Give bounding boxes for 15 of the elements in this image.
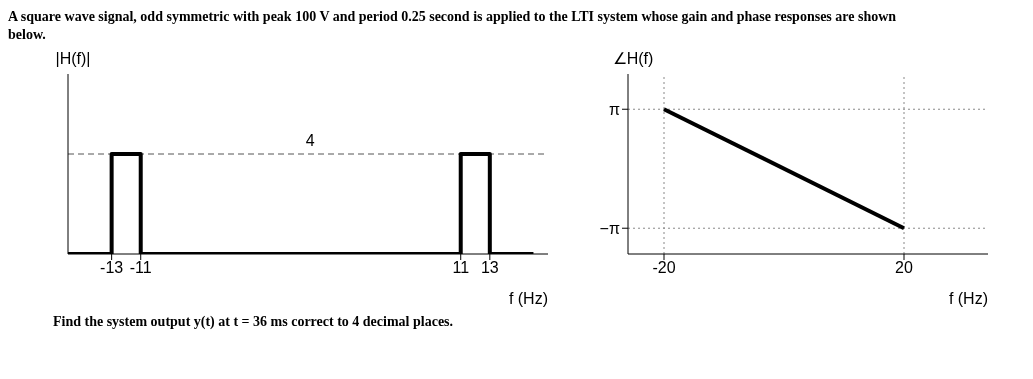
y-tick-label: −π <box>599 219 620 237</box>
x-tick-label: 13 <box>480 259 499 277</box>
x-tick-label: -11 <box>129 259 152 277</box>
x-axis-title: f (Hz) <box>508 290 548 307</box>
x-tick-label: -20 <box>652 259 676 277</box>
x-tick-label: 11 <box>452 259 470 277</box>
x-tick-label: -13 <box>100 259 124 277</box>
chart-title: A square wave signal, odd symmetric with peak 100 V and period 0.25 second is applied to the LTI system whose gain and phase responses are shown below. <box>8 8 898 44</box>
text: Find the system output y(t) at t = 36 ms correct to 4 decimal places. <box>53 314 455 330</box>
x-tick-label: 20 <box>895 259 913 277</box>
y-axis-title: ∠H(f) <box>612 50 654 67</box>
y-axis-title: |H(f)| <box>55 50 91 67</box>
y-tick-label: π <box>608 100 620 118</box>
annotation: 4 <box>305 131 315 149</box>
x-axis-title: f (Hz) <box>948 290 988 307</box>
